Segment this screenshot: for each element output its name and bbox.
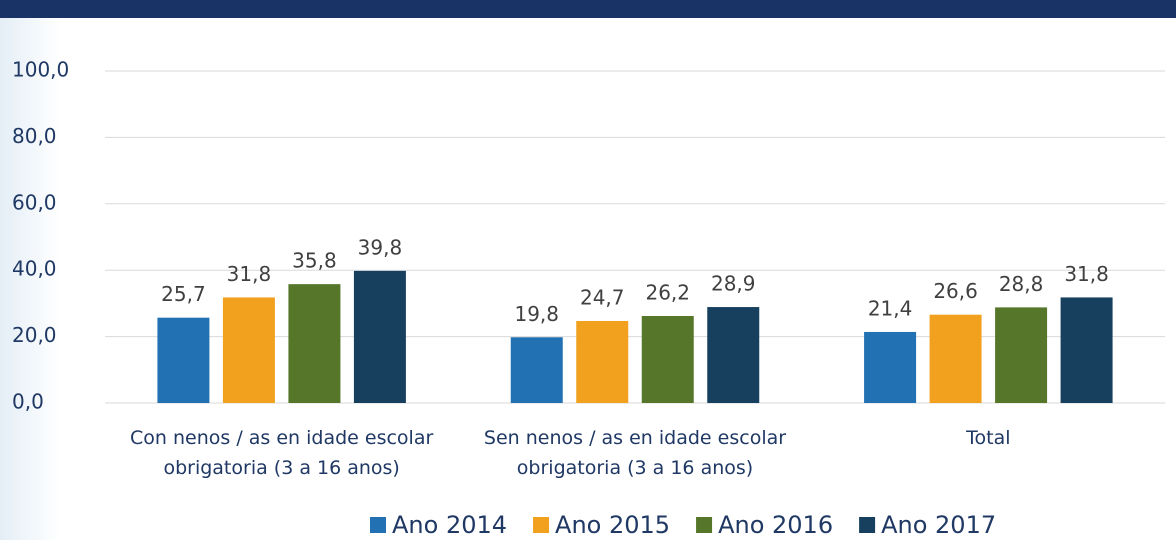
legend-swatch (533, 517, 550, 533)
data-label: 21,4 (868, 296, 913, 320)
data-label: 28,9 (711, 272, 756, 296)
bar (353, 270, 406, 403)
data-label: 26,6 (933, 279, 978, 303)
y-tick-label: 40,0 (12, 257, 57, 281)
data-label: 35,8 (292, 249, 337, 273)
bar (510, 337, 563, 403)
bar (1060, 297, 1113, 403)
legend-swatch (696, 517, 713, 533)
bar (288, 284, 341, 403)
data-label: 31,8 (227, 262, 272, 286)
bar (864, 331, 917, 403)
data-label: 19,8 (514, 302, 559, 326)
data-label: 39,8 (358, 235, 403, 259)
bar (576, 320, 629, 403)
legend-swatch (859, 517, 876, 533)
header-bar (0, 0, 1176, 18)
data-label: 24,7 (580, 285, 625, 309)
bar (157, 317, 210, 403)
data-label: 31,8 (1064, 262, 1109, 286)
bar (222, 297, 275, 403)
legend-swatch (370, 517, 386, 533)
legend-label: Ano 2014 (392, 511, 507, 539)
bar (641, 316, 694, 403)
bar (995, 307, 1048, 403)
bar (929, 314, 982, 403)
y-tick-label: 20,0 (12, 323, 57, 347)
legend-label: Ano 2016 (718, 511, 833, 539)
data-label: 26,2 (645, 281, 690, 305)
data-label: 28,8 (999, 272, 1044, 296)
y-tick-label: 0,0 (12, 390, 44, 414)
x-tick-label: Sen nenos / as en idade escolar obrigato… (483, 427, 787, 479)
y-tick-label: 100,0 (12, 58, 69, 82)
legend-label: Ano 2015 (555, 511, 670, 539)
bar (707, 307, 760, 403)
legend-label: Ano 2017 (881, 511, 996, 539)
y-tick-label: 80,0 (12, 124, 57, 148)
x-tick-label: Total (966, 427, 1011, 449)
y-tick-label: 60,0 (12, 190, 57, 214)
data-label: 25,7 (161, 282, 206, 306)
x-tick-label: Con nenos / as en idade escolar obrigato… (130, 427, 434, 479)
